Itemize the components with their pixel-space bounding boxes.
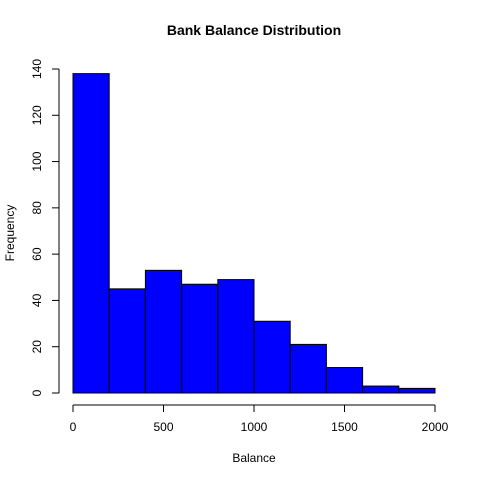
- y-tick-label: 120: [30, 105, 44, 125]
- histogram-bar: [362, 385, 400, 394]
- y-tick-label: 140: [30, 59, 44, 79]
- histogram-bar: [289, 343, 327, 394]
- histogram-bar: [72, 73, 110, 394]
- y-axis: 0 20 40 60 80 100 120 140: [30, 59, 60, 396]
- chart-title: Bank Balance Distribution: [167, 22, 341, 38]
- histogram-bar: [253, 320, 291, 394]
- y-tick-label: 60: [30, 247, 44, 261]
- histogram-bar: [325, 367, 364, 394]
- x-tick-label: 500: [153, 420, 173, 434]
- histogram-bar: [181, 283, 219, 394]
- x-axis: 0 500 1000 1500 2000: [70, 404, 449, 434]
- histogram-bar: [108, 288, 146, 394]
- y-tick-label: 40: [30, 293, 44, 307]
- bars-group: [72, 73, 436, 394]
- histogram-bar: [217, 279, 255, 394]
- histogram-bar: [144, 269, 183, 394]
- y-tick-label: 80: [30, 201, 44, 215]
- y-tick-label: 100: [30, 151, 44, 171]
- x-tick-label: 1000: [241, 420, 268, 434]
- y-axis-label: Frequency: [3, 205, 17, 262]
- y-tick-label: 0: [30, 389, 44, 396]
- x-tick-label: 2000: [422, 420, 449, 434]
- x-axis-label: Balance: [232, 451, 276, 465]
- x-tick-label: 0: [70, 420, 77, 434]
- histogram-bar: [398, 387, 436, 394]
- x-tick-label: 1500: [331, 420, 358, 434]
- y-tick-label: 20: [30, 340, 44, 354]
